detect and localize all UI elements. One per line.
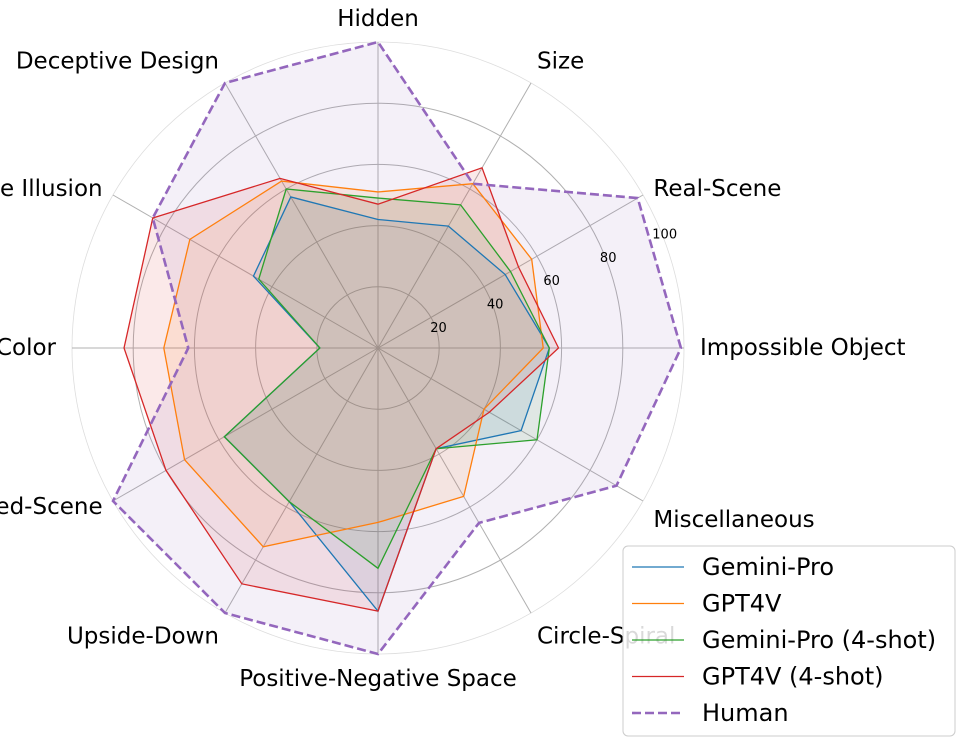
grid-spoke bbox=[377, 347, 532, 614]
category-label: Upside-Down bbox=[67, 623, 219, 649]
radial-tick-label: 40 bbox=[487, 298, 504, 313]
category-label: Size bbox=[537, 49, 584, 75]
radial-tick-label: 20 bbox=[430, 321, 447, 336]
radial-tick-label: 80 bbox=[600, 251, 617, 266]
grid-spoke bbox=[112, 347, 379, 502]
category-label: Impossible Object bbox=[700, 335, 906, 361]
radar-grid bbox=[71, 41, 685, 655]
grid-spoke bbox=[112, 194, 379, 349]
legend-label: Gemini-Pro bbox=[702, 553, 834, 581]
radial-tick-labels: 20 40 60 80 100 bbox=[430, 227, 677, 336]
series-line bbox=[163, 180, 544, 548]
legend: Gemini-Pro GPT4V Gemini-Pro (4-shot) GPT4V … bbox=[622, 545, 956, 737]
category-label: Positive-Negative Space bbox=[239, 666, 517, 692]
series-line bbox=[123, 166, 560, 612]
category-label: Real-Scene bbox=[653, 176, 781, 202]
series-area bbox=[163, 181, 544, 547]
category-label: Edited-Scene bbox=[0, 494, 103, 520]
category-label: Color bbox=[0, 335, 57, 361]
category-label: Miscellaneous bbox=[653, 507, 814, 533]
legend-label: GPT4V (4-shot) bbox=[702, 663, 884, 691]
category-label: Deceptive Design bbox=[16, 49, 219, 75]
grid-spoke bbox=[377, 82, 532, 349]
series-area bbox=[113, 42, 681, 654]
series-area bbox=[124, 167, 559, 612]
category-labels: Impossible Object Real-Scene Size Hidden Dec… bbox=[0, 6, 906, 692]
legend-label: Gemini-Pro (4-shot) bbox=[702, 626, 936, 654]
grid-spoke bbox=[224, 82, 379, 349]
series-lines bbox=[111, 40, 683, 656]
legend-items: Gemini-Pro GPT4V Gemini-Pro (4-shot) GPT4V … bbox=[632, 553, 936, 727]
series-line bbox=[111, 40, 683, 656]
category-label: Hidden bbox=[337, 6, 419, 32]
category-label: Angle Illusion bbox=[0, 176, 103, 202]
legend-label: Human bbox=[702, 699, 789, 727]
legend-frame bbox=[622, 545, 956, 737]
series-fills bbox=[113, 42, 681, 654]
series-area bbox=[224, 189, 550, 569]
radial-tick-label: 100 bbox=[652, 227, 677, 242]
radial-tick-label: 60 bbox=[543, 274, 560, 289]
series-area bbox=[224, 196, 550, 612]
legend-label: GPT4V bbox=[702, 590, 782, 618]
grid-spoke bbox=[377, 347, 644, 502]
grid-spoke bbox=[224, 347, 379, 614]
